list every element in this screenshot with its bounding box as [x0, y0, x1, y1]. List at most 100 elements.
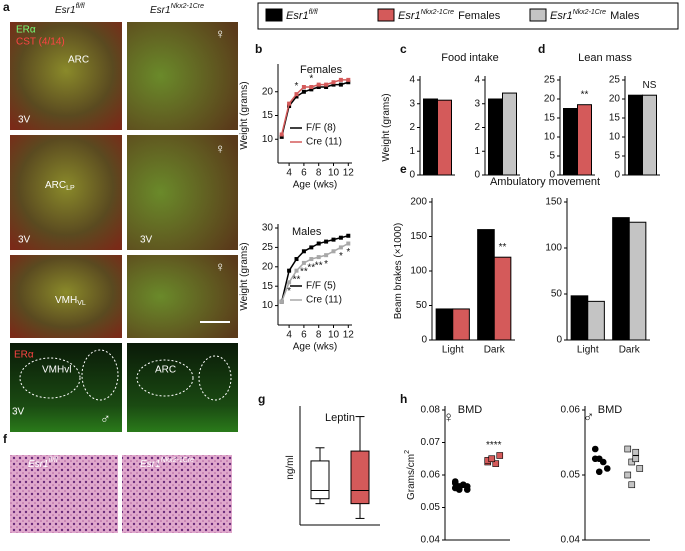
- text-part: Males: [610, 10, 640, 22]
- text-part: Esr1: [286, 10, 309, 22]
- region-outline: [136, 359, 194, 397]
- text-part: ng/ml: [285, 455, 296, 479]
- point: [624, 445, 632, 453]
- superscript: Nkx2-1Cre: [421, 9, 455, 16]
- image-label: ARC: [68, 55, 89, 66]
- y-tick-label: 20: [262, 261, 274, 272]
- point: [301, 85, 306, 89]
- chart-title: Lean mass: [578, 52, 632, 64]
- text-part: Weight (grams): [239, 242, 250, 310]
- point: [624, 471, 632, 479]
- y-tick-label: 1: [409, 146, 415, 157]
- x-tick-label: 6: [301, 168, 307, 179]
- point: [451, 478, 459, 485]
- y-tick-label: 0.05: [561, 470, 581, 481]
- text-part: Esr1: [140, 459, 161, 470]
- point: [591, 455, 599, 463]
- text-part: Esr1: [28, 459, 49, 470]
- x-tick-label: 4: [286, 168, 292, 179]
- y-tick-label: 0: [409, 170, 415, 181]
- text-part: Esr1: [55, 5, 76, 16]
- image-label: ♀: [215, 259, 226, 275]
- chart-title: Ambulatory movement: [490, 176, 600, 188]
- chart-title: Females: [300, 64, 343, 76]
- y-tick-label: 25: [609, 75, 621, 86]
- superscript: Nkx2-1Cre: [573, 9, 607, 16]
- point: [338, 82, 343, 87]
- bar: [435, 308, 454, 341]
- y-tick-label: 0.06: [561, 405, 581, 416]
- point: [488, 455, 496, 463]
- y-tick-label: 50: [416, 300, 428, 311]
- y-tick-label: 0.04: [561, 535, 581, 546]
- chart-title: Males: [292, 226, 322, 238]
- text-part: Grams/cm: [406, 454, 417, 500]
- text-part: Esr1: [550, 10, 573, 22]
- point: [331, 237, 336, 242]
- bar: [452, 308, 470, 341]
- y-tick-label: 15: [262, 110, 274, 121]
- y-tick-label: 0: [614, 170, 620, 181]
- panel-a-images: [10, 22, 238, 533]
- legend-label: Esr1fl/fl: [286, 9, 318, 22]
- point: [492, 460, 500, 467]
- point: [316, 255, 321, 260]
- series-line: [280, 79, 349, 135]
- y-tick-label: 4: [474, 75, 480, 86]
- bar: [587, 300, 605, 341]
- micrograph: [10, 135, 122, 250]
- bar: [612, 217, 630, 341]
- image-label: ♀: [215, 26, 226, 42]
- x-axis-label: Age (wks): [293, 342, 337, 353]
- point: [636, 465, 644, 472]
- significance: *: [346, 247, 350, 258]
- point: [309, 245, 314, 250]
- y-tick-label: 10: [262, 300, 274, 311]
- bar: [642, 94, 657, 176]
- point: [287, 280, 292, 285]
- chart-title: BMD: [458, 404, 483, 416]
- y-tick-label: 30: [262, 223, 274, 234]
- y-axis-label: Weight (grams): [239, 242, 250, 310]
- panel-letter: d: [538, 42, 545, 56]
- y-tick-label: 200: [410, 197, 427, 208]
- x-tick-label: Light: [577, 345, 599, 356]
- significance: **: [315, 261, 323, 272]
- significance: *: [324, 259, 328, 270]
- column-header: Esr1fl/fl: [55, 3, 85, 15]
- legend-swatch: [265, 8, 283, 22]
- image-label: ARC: [155, 365, 176, 376]
- y-axis-label: Grams/cm2: [404, 450, 416, 500]
- legend-label: F/F (8): [306, 123, 336, 134]
- y-tick-label: 15: [262, 281, 274, 292]
- point: [301, 249, 306, 254]
- point: [346, 233, 351, 238]
- y-tick-label: 20: [262, 86, 274, 97]
- legend-label: F/F (5): [306, 281, 336, 292]
- y-tick-label: 100: [545, 243, 562, 254]
- point: [346, 241, 351, 246]
- box: [350, 450, 370, 505]
- sex-symbol: ♂: [583, 409, 594, 426]
- legend-label: Cre (11): [306, 295, 342, 306]
- point: [324, 82, 329, 87]
- x-tick-label: 12: [343, 168, 355, 179]
- image-label: VMHVL: [55, 295, 86, 308]
- histology: [122, 455, 232, 533]
- text-part: Beam brakes (×1000): [393, 223, 404, 319]
- series-line: [280, 81, 349, 138]
- x-tick-label: 10: [328, 168, 340, 179]
- significance: **: [300, 267, 308, 278]
- y-axis-label: Weight (grams): [239, 81, 250, 149]
- region-outline: [81, 349, 119, 401]
- y-tick-label: 3: [474, 98, 480, 109]
- legend-frame: [257, 2, 679, 30]
- bar: [628, 221, 647, 341]
- region-outline: [198, 355, 232, 401]
- y-tick-label: 15: [544, 113, 556, 124]
- bar: [493, 256, 512, 341]
- micrograph: [127, 255, 238, 338]
- point: [294, 268, 299, 273]
- superscript: fl/fl: [309, 9, 318, 16]
